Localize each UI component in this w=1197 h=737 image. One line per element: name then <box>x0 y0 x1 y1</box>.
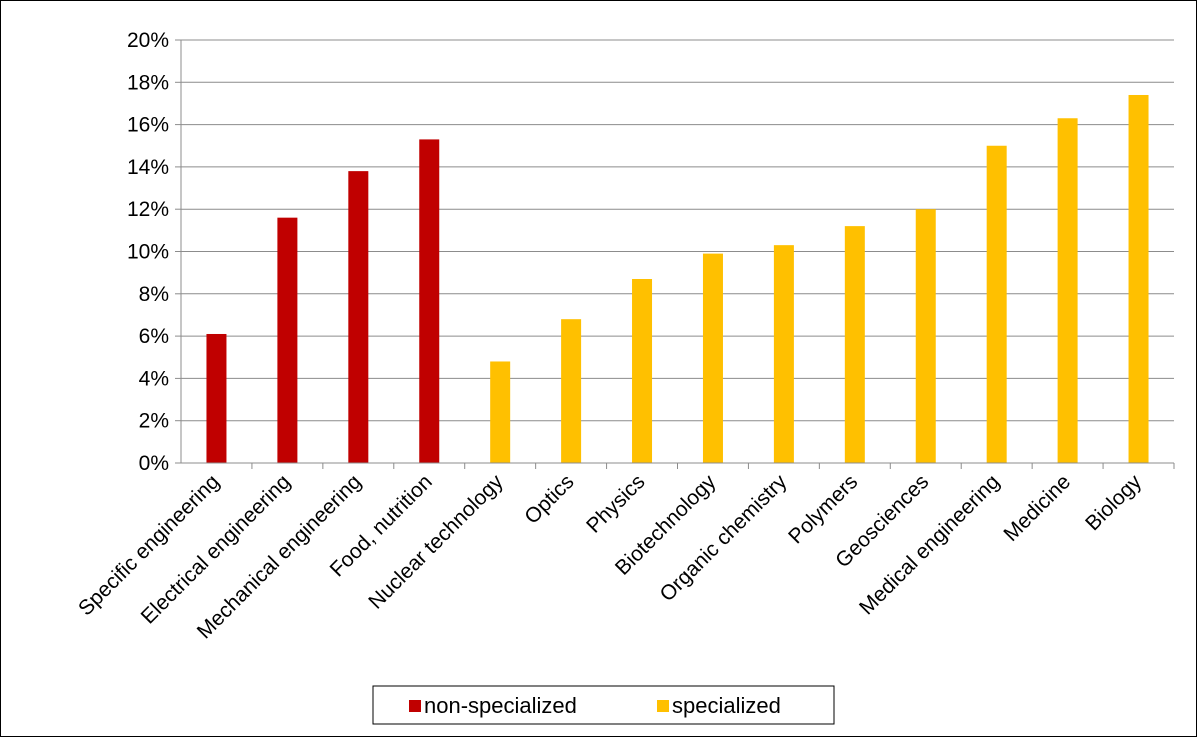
x-category-label: Medical engineering <box>855 470 1004 619</box>
bar <box>915 209 936 463</box>
bar <box>844 226 865 463</box>
y-tick-label: 12% <box>127 198 169 221</box>
y-axis-tick-labels: 0% 2% 4% 6% 8% 10% 12% 14% 16% 18% 20% <box>127 29 169 475</box>
axes <box>175 39 1175 469</box>
y-tick-label: 2% <box>139 410 169 433</box>
legend: non-specialized specialized <box>372 685 835 725</box>
legend-label: specialized <box>672 693 781 718</box>
x-category-label: Medicine <box>999 470 1075 546</box>
legend-label: non-specialized <box>424 693 577 718</box>
bar <box>206 333 227 463</box>
y-tick-label: 16% <box>127 114 169 137</box>
legend-box <box>372 685 835 725</box>
bar <box>773 245 794 463</box>
bar <box>277 217 298 463</box>
legend-swatch <box>657 700 669 712</box>
x-category-label: Specific engineering <box>74 470 224 620</box>
y-tick-label: 20% <box>127 29 169 52</box>
y-tick-label: 4% <box>139 367 169 390</box>
x-category-label: Organic chemistry <box>656 470 792 606</box>
x-category-label: Physics <box>582 470 649 537</box>
y-tick-label: 6% <box>139 325 169 348</box>
bar <box>348 171 369 463</box>
bar <box>490 361 511 463</box>
bar <box>986 145 1007 463</box>
legend-swatch <box>409 700 421 712</box>
x-category-label: Biology <box>1081 470 1146 535</box>
bar <box>1128 94 1149 464</box>
y-tick-label: 14% <box>127 156 169 179</box>
x-category-label: Nuclear technology <box>364 470 508 614</box>
bar <box>1057 118 1078 463</box>
x-category-label: Optics <box>520 470 578 528</box>
y-tick-label: 0% <box>139 452 169 475</box>
bar <box>419 139 440 463</box>
bars <box>206 94 1149 464</box>
y-tick-label: 10% <box>127 241 169 264</box>
bar <box>561 319 582 463</box>
gridlines <box>181 39 1174 422</box>
bar <box>702 253 723 463</box>
y-tick-label: 8% <box>139 283 169 306</box>
bar <box>632 278 653 463</box>
y-tick-label: 18% <box>127 71 169 94</box>
